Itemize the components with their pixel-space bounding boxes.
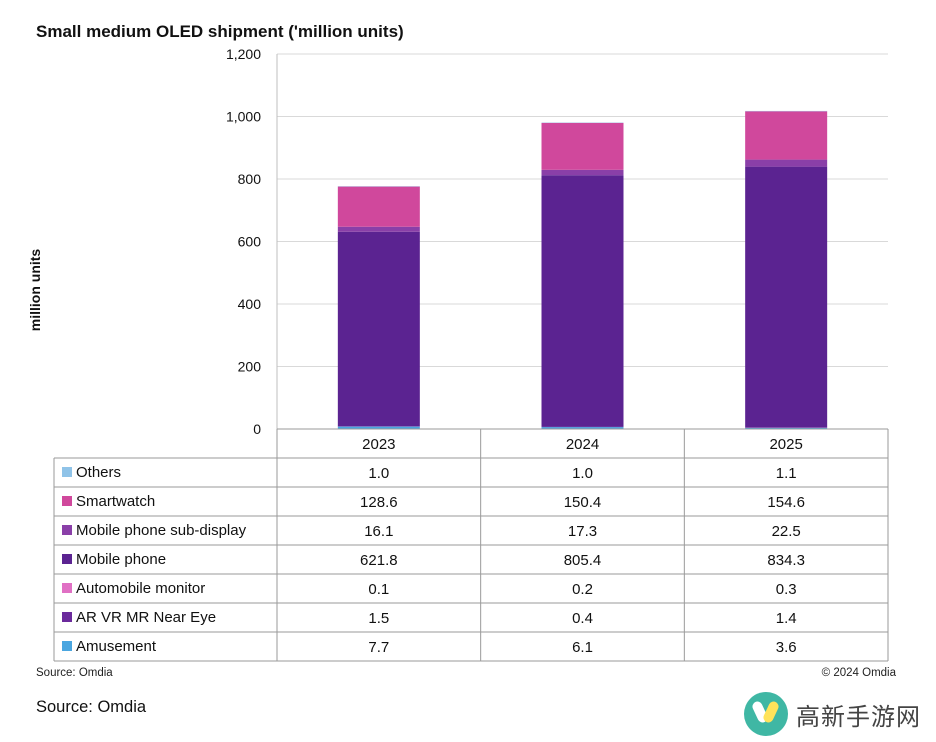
y-tick-label: 1,200	[226, 46, 261, 62]
y-tick-label: 800	[238, 171, 262, 187]
y-tick-label: 400	[238, 296, 262, 312]
legend-swatch	[62, 583, 72, 593]
source-caption: Source: Omdia	[36, 698, 147, 716]
data-label: 834.3	[767, 552, 805, 569]
legend-swatch	[62, 554, 72, 564]
watermark-text: 高新手游网	[796, 702, 921, 731]
data-label: 7.7	[368, 639, 389, 656]
y-tick-label: 200	[238, 359, 262, 375]
y-tick-label: 1,000	[226, 109, 261, 125]
legend-label: Amusement	[76, 638, 157, 655]
x-tick-label: 2023	[362, 436, 395, 453]
watermark: 高新手游网	[744, 690, 922, 738]
y-tick-label: 0	[253, 421, 261, 437]
legend-label: Mobile phone sub-display	[76, 522, 247, 539]
data-label: 154.6	[767, 494, 805, 511]
bar-segment	[337, 186, 420, 227]
data-label: 1.0	[368, 465, 389, 482]
data-label: 0.2	[572, 581, 593, 598]
y-tick-label: 600	[238, 234, 262, 250]
data-label: 17.3	[568, 523, 597, 540]
data-label: 22.5	[772, 523, 801, 540]
legend-swatch	[62, 525, 72, 535]
bar-segment	[541, 175, 624, 427]
bar-segment	[745, 427, 828, 429]
x-tick-label: 2025	[769, 436, 802, 453]
legend-swatch	[62, 496, 72, 506]
bar-segment	[541, 122, 624, 170]
bar-segment	[337, 231, 420, 427]
data-label: 128.6	[360, 494, 398, 511]
data-label: 1.4	[776, 610, 797, 627]
data-label: 1.1	[776, 465, 797, 482]
legend-label: AR VR MR Near Eye	[76, 609, 216, 626]
data-label: 621.8	[360, 552, 398, 569]
data-label: 0.3	[776, 581, 797, 598]
bar-segment	[745, 159, 828, 167]
data-label: 805.4	[564, 552, 602, 569]
legend-label: Smartwatch	[76, 493, 155, 510]
bar-segment	[337, 426, 420, 429]
data-label: 16.1	[364, 523, 393, 540]
legend-label: Others	[76, 464, 121, 481]
data-label: 1.5	[368, 610, 389, 627]
bar-segment	[541, 427, 624, 429]
x-tick-label: 2024	[566, 436, 599, 453]
bar-segment	[541, 169, 624, 176]
bar-segment	[745, 111, 828, 160]
legend-swatch	[62, 641, 72, 651]
watermark-logo-icon	[744, 692, 788, 736]
chart-title: Small medium OLED shipment ('million uni…	[36, 22, 404, 41]
data-label: 3.6	[776, 639, 797, 656]
chart-source: Source: Omdia	[36, 667, 113, 679]
legend-swatch	[62, 467, 72, 477]
copyright: © 2024 Omdia	[821, 667, 896, 679]
data-label: 0.1	[368, 581, 389, 598]
bar-segment	[745, 166, 828, 428]
data-label: 0.4	[572, 610, 593, 627]
data-label: 1.0	[572, 465, 593, 482]
bar-segment	[337, 226, 420, 232]
data-label: 6.1	[572, 639, 593, 656]
legend-label: Automobile monitor	[76, 580, 205, 597]
data-label: 150.4	[564, 494, 602, 511]
legend-swatch	[62, 612, 72, 622]
legend-label: Mobile phone	[76, 551, 166, 568]
